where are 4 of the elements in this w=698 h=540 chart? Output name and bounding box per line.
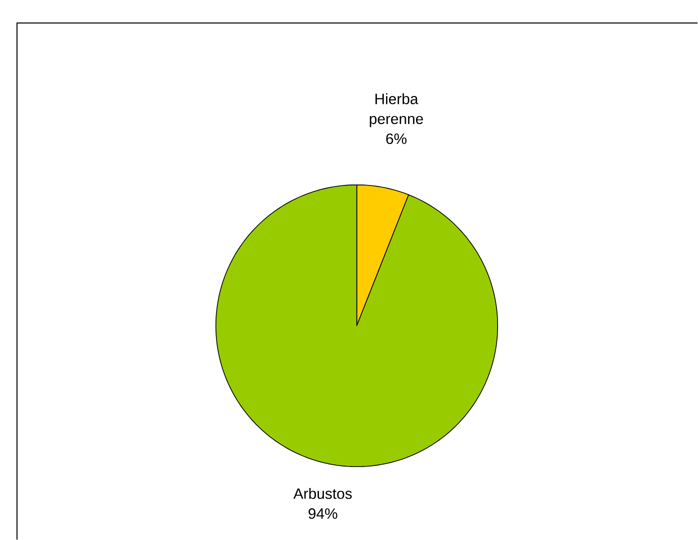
data-label: 94% bbox=[308, 508, 338, 519]
data-label: 6% bbox=[386, 133, 407, 144]
slice-label: Hierba perenne bbox=[370, 93, 423, 128]
slice-label: Arbustos bbox=[293, 488, 352, 499]
